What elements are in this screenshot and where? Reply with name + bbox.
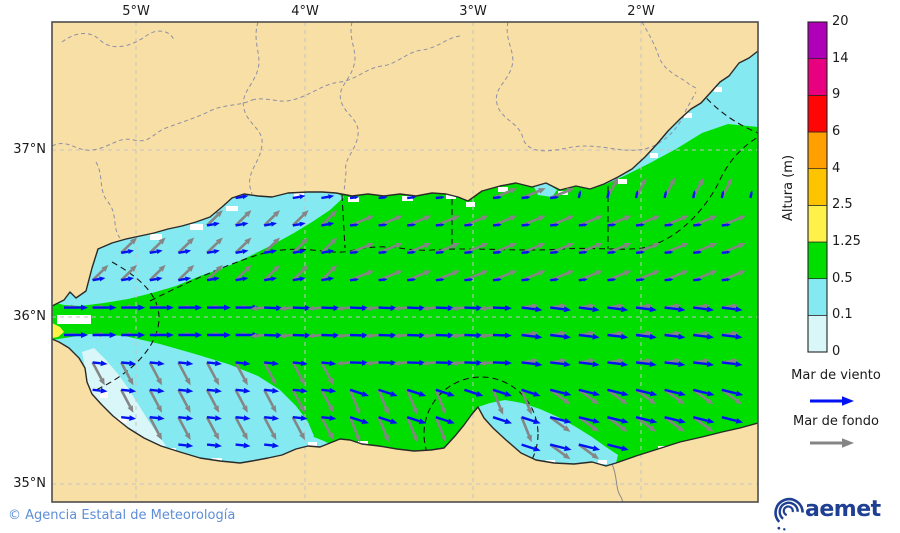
lon-tick-5w: 5°W <box>122 4 150 19</box>
colorbar <box>807 21 828 353</box>
colorbar-tick-14: 14 <box>832 51 849 66</box>
colorbar-tick-6: 6 <box>832 124 841 139</box>
country-borders <box>611 463 624 502</box>
copyright-text: © Agencia Estatal de Meteorología <box>8 508 236 523</box>
coastline-spain <box>52 50 758 307</box>
legend-label-swell: Mar de fondo <box>792 414 880 429</box>
aemet-logo-text: aemet <box>805 497 881 522</box>
colorbar-tick-0-1: 0.1 <box>832 307 853 322</box>
wave-arrow-field <box>63 177 753 460</box>
lat-tick-37n: 37°N <box>13 142 46 157</box>
swell-arrow-icon <box>810 438 854 448</box>
colorbar-tick-0-5: 0.5 <box>832 271 853 286</box>
colorbar-title: Altura (m) <box>781 154 796 222</box>
lat-tick-36n: 36°N <box>13 309 46 324</box>
lat-tick-35n: 35°N <box>13 476 46 491</box>
overlay-ne-coastal-band <box>590 51 758 189</box>
map-layers <box>52 22 758 502</box>
lon-tick-3w: 3°W <box>459 4 487 19</box>
wind-sea-arrow-icon <box>810 396 854 406</box>
lon-tick-2w: 2°W <box>627 4 655 19</box>
aemet-logo-icon <box>774 497 804 531</box>
colorbar-tick-4: 4 <box>832 161 841 176</box>
map-frame <box>51 21 759 503</box>
colorbar-tick-20: 20 <box>832 14 849 29</box>
overlay-melilla-band <box>478 400 618 466</box>
colorbar-tick-0: 0 <box>832 344 841 359</box>
overlay-malaga-patch <box>534 183 557 197</box>
colorbar-tick-2-5: 2.5 <box>832 197 853 212</box>
coastline-africa <box>52 338 758 467</box>
legend-label-wind-sea: Mar de viento <box>791 368 881 383</box>
colorbar-tick-9: 9 <box>832 87 841 102</box>
province-borders <box>52 22 699 239</box>
colorbar-tick-1-25: 1.25 <box>832 234 861 249</box>
lon-tick-4w: 4°W <box>291 4 319 19</box>
overlay-strait-yellow-patch <box>52 323 64 338</box>
